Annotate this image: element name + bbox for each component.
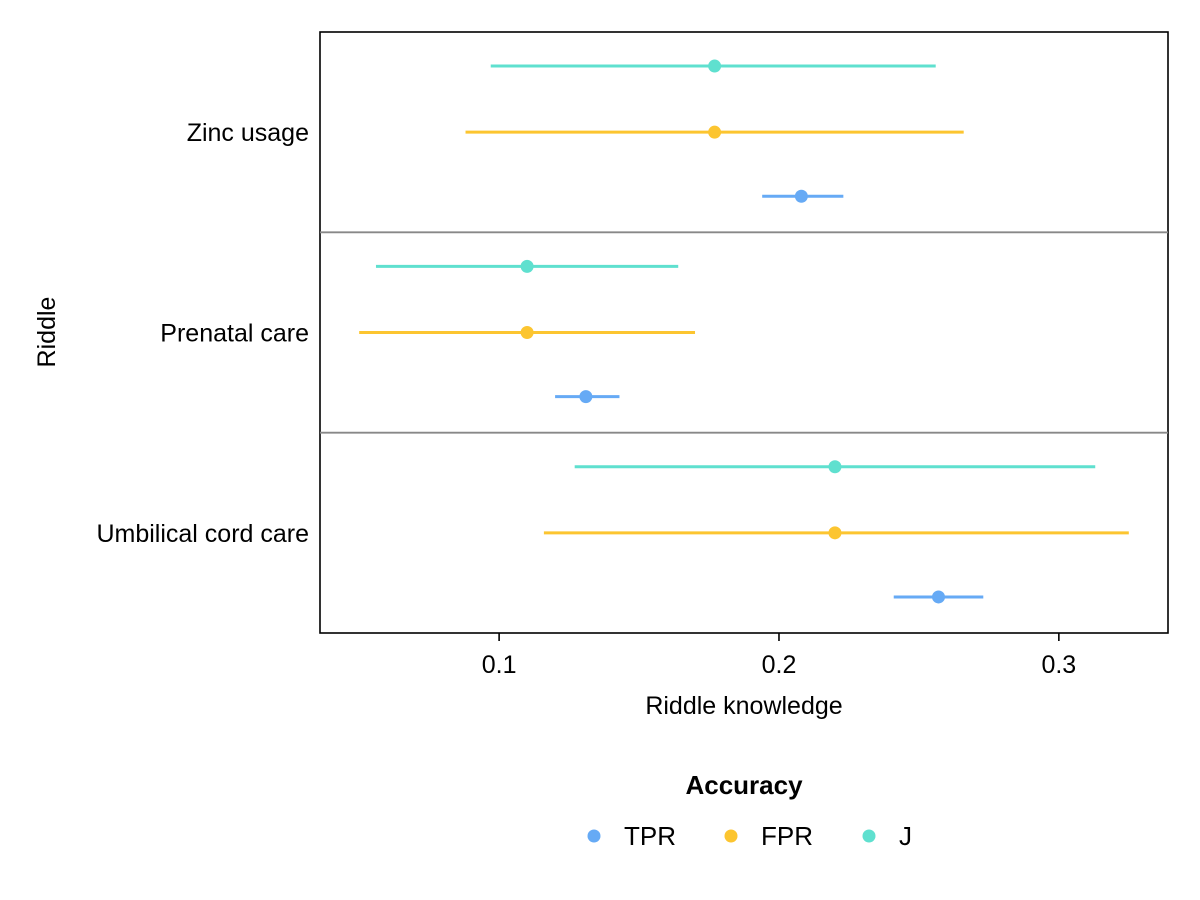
y-tick-label: Prenatal care bbox=[160, 320, 309, 348]
legend-label: TPR bbox=[624, 821, 676, 851]
x-tick-label: 0.2 bbox=[762, 651, 797, 679]
legend-title: Accuracy bbox=[685, 770, 803, 800]
point-estimate bbox=[579, 390, 593, 404]
y-tick-label: Umbilical cord care bbox=[96, 520, 309, 548]
panel-border bbox=[319, 31, 1169, 634]
point-estimate bbox=[520, 326, 534, 339]
point-estimate bbox=[520, 259, 534, 273]
point-estimate bbox=[828, 460, 842, 474]
x-tick-label: 0.3 bbox=[1041, 651, 1076, 679]
interval-marks bbox=[359, 59, 1129, 604]
x-axis-title: Riddle knowledge bbox=[645, 692, 842, 720]
y-tick-label: Zinc usage bbox=[187, 119, 309, 147]
x-tick-label: 0.1 bbox=[482, 651, 517, 679]
point-estimate bbox=[708, 59, 722, 73]
point-estimate bbox=[794, 189, 808, 203]
axes: Riddle knowledge Riddle Zinc usage Prenat… bbox=[33, 119, 1076, 720]
legend-label: J bbox=[899, 821, 912, 851]
point-estimate bbox=[828, 526, 842, 540]
plot-panel bbox=[319, 31, 1169, 634]
point-estimate bbox=[708, 125, 722, 139]
legend: Accuracy TPR FPR J bbox=[587, 770, 912, 851]
legend-label: FPR bbox=[761, 821, 813, 851]
legend-key bbox=[862, 829, 876, 843]
point-estimate bbox=[932, 590, 946, 604]
legend-key bbox=[724, 829, 738, 843]
y-axis-title: Riddle bbox=[33, 297, 61, 368]
legend-key bbox=[587, 829, 601, 843]
